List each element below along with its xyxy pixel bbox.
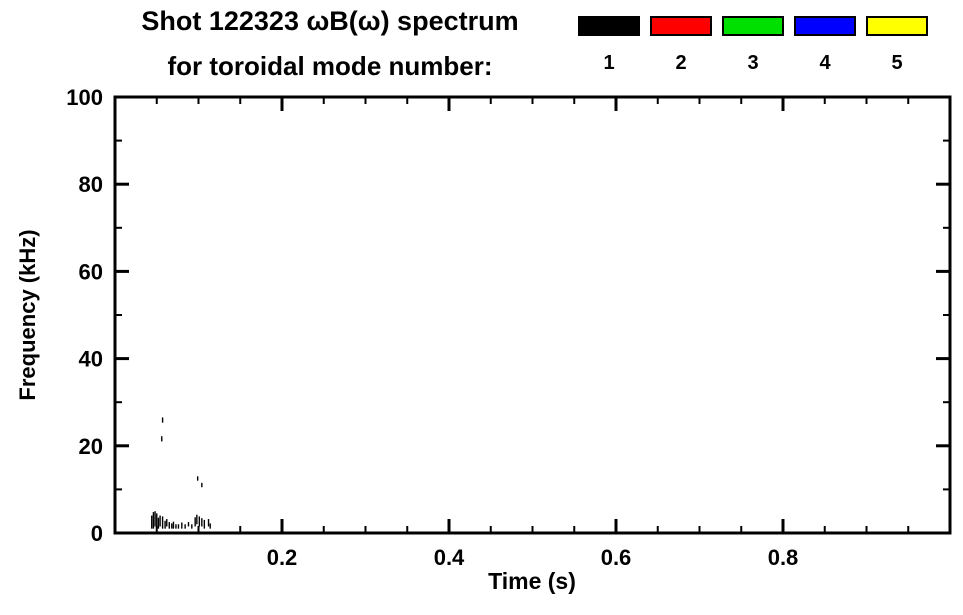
legend-color-swatch xyxy=(650,16,712,36)
y-tick-label: 20 xyxy=(79,434,103,459)
legend-entry-mode-1: 1 xyxy=(578,16,640,75)
legend-entry-mode-3: 3 xyxy=(722,16,784,75)
x-tick-label: 0.6 xyxy=(601,545,632,570)
y-tick-label: 80 xyxy=(79,172,103,197)
legend-color-swatch xyxy=(578,16,640,36)
x-tick-label: 0.8 xyxy=(768,545,799,570)
legend-color-swatch xyxy=(866,16,928,36)
legend-entry-mode-2: 2 xyxy=(650,16,712,75)
x-axis-label: Time (s) xyxy=(488,568,576,594)
legend-color-swatch xyxy=(722,16,784,36)
plot-frame xyxy=(113,95,952,535)
y-axis-label: Frequency (kHz) xyxy=(15,229,40,401)
legend-mode-number: 4 xyxy=(819,52,831,74)
plot-title: Shot 122323 ωB(ω) spectrum xyxy=(141,6,519,36)
legend-entry-mode-5: 5 xyxy=(866,16,928,75)
mode-number-legend: 1 2 3 4 5 xyxy=(578,16,928,75)
y-tick-label: 40 xyxy=(79,347,103,372)
legend-entry-mode-4: 4 xyxy=(794,16,856,75)
legend-mode-number: 2 xyxy=(675,52,687,74)
legend-mode-number: 1 xyxy=(603,52,615,74)
x-tick-label: 0.2 xyxy=(267,545,298,570)
legend-mode-number: 3 xyxy=(747,52,759,74)
legend-mode-number: 5 xyxy=(891,52,903,74)
x-tick-label: 0.4 xyxy=(434,545,465,570)
plot-subtitle: for toroidal mode number: xyxy=(167,51,493,81)
y-tick-label: 0 xyxy=(91,521,103,546)
y-tick-label: 100 xyxy=(66,85,103,110)
y-tick-label: 60 xyxy=(79,259,103,284)
legend-color-swatch xyxy=(794,16,856,36)
